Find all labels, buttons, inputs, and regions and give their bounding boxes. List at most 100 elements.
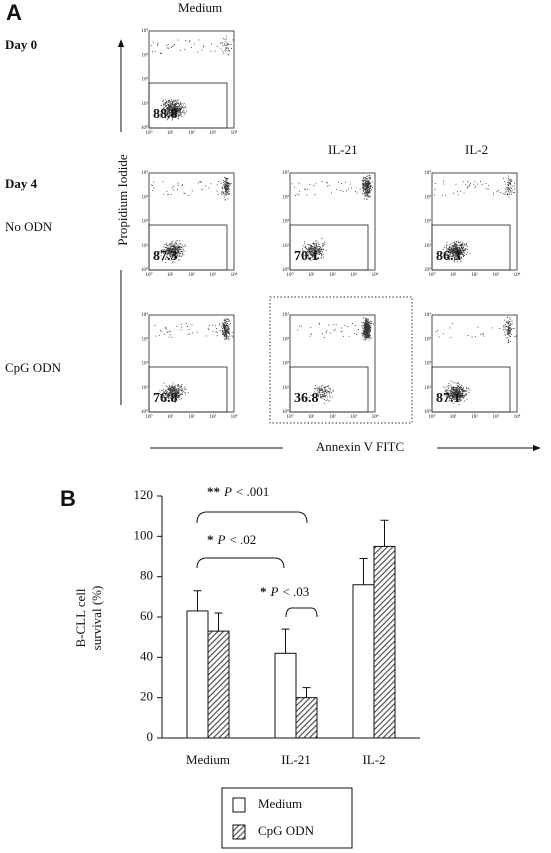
cell-dot	[513, 328, 515, 329]
cell-dot	[225, 331, 226, 333]
cell-dot	[178, 115, 179, 117]
bar	[373, 545, 396, 739]
cell-dot	[215, 325, 217, 327]
cell-dot	[460, 397, 462, 398]
cell-dot	[351, 187, 352, 189]
cell-dot	[309, 247, 311, 249]
cell-dot	[224, 190, 226, 192]
cell-dot	[451, 387, 453, 388]
cell-dot	[451, 323, 453, 324]
cell-dot	[162, 99, 164, 101]
cell-dot	[222, 330, 224, 332]
cell-dot	[312, 252, 314, 253]
cell-dot	[453, 254, 455, 256]
cell-dot	[364, 325, 366, 327]
cell-dot	[370, 177, 372, 179]
cell-dot	[180, 114, 182, 116]
cell-dot	[367, 326, 369, 328]
cell-dot	[167, 397, 169, 398]
cell-dot	[170, 108, 172, 110]
cell-dot	[504, 332, 506, 333]
cell-dot	[507, 333, 509, 335]
cell-dot	[176, 394, 178, 396]
cell-dot	[317, 251, 319, 252]
cell-dot	[173, 108, 175, 110]
cell-dot	[173, 398, 175, 399]
cell-dot	[510, 323, 512, 325]
cell-dot	[454, 256, 456, 258]
cell-dot	[309, 244, 311, 246]
cell-dot	[172, 240, 173, 242]
cell-dot	[177, 184, 179, 186]
cell-dot	[504, 180, 505, 182]
axis-decade: 10¹	[167, 414, 174, 420]
cell-dot	[222, 325, 224, 327]
cell-dot	[509, 327, 511, 329]
cell-dot	[364, 192, 365, 194]
cell-dot	[173, 243, 175, 245]
cell-dot	[367, 331, 369, 333]
axis-decade: 10¹	[283, 385, 290, 391]
cell-dot	[366, 333, 367, 335]
cell-dot	[221, 188, 223, 189]
cell-dot	[460, 257, 462, 259]
cell-dot	[454, 261, 455, 263]
cell-dot	[179, 242, 181, 244]
cell-dot	[453, 397, 455, 398]
cell-dot	[171, 255, 173, 257]
cell-dot	[305, 248, 307, 250]
y-axis-label: B-CLL cell	[73, 588, 88, 647]
cell-dot	[220, 192, 222, 194]
cell-dot	[153, 187, 155, 189]
cell-dot	[434, 188, 436, 190]
cell-dot	[442, 333, 444, 335]
cell-dot	[459, 390, 460, 392]
cell-dot	[506, 325, 507, 327]
cell-dot	[452, 388, 454, 389]
cell-dot	[308, 251, 310, 252]
cell-dot	[168, 100, 170, 102]
cell-dot	[174, 397, 176, 399]
cell-dot	[170, 387, 172, 389]
cell-dot	[228, 190, 230, 192]
cell-dot	[175, 394, 176, 395]
cell-dot	[506, 186, 508, 188]
cell-dot	[314, 248, 316, 249]
cell-dot	[307, 252, 309, 254]
cell-dot	[449, 254, 450, 256]
cell-dot	[509, 182, 510, 184]
cell-dot	[164, 399, 166, 401]
axis-decade: 10²	[142, 77, 149, 83]
cell-dot	[318, 244, 320, 246]
cell-dot	[459, 254, 461, 256]
cell-dot	[310, 260, 312, 261]
cell-dot	[369, 335, 371, 336]
cell-dot	[222, 322, 224, 324]
cell-dot	[452, 246, 454, 248]
cell-dot	[315, 252, 317, 254]
cell-dot	[224, 338, 226, 340]
cell-dot	[316, 251, 318, 252]
cell-dot	[226, 188, 228, 190]
cell-dot	[175, 108, 177, 110]
cell-dot	[226, 50, 228, 51]
cell-dot	[175, 103, 176, 105]
cell-dot	[226, 337, 228, 338]
cell-dot	[460, 387, 462, 389]
cell-dot	[315, 249, 317, 251]
cell-dot	[164, 114, 166, 116]
cell-dot	[169, 334, 171, 336]
cell-dot	[493, 192, 494, 194]
cell-dot	[313, 253, 315, 255]
cell-dot	[458, 249, 460, 251]
cell-dot	[315, 245, 317, 247]
cell-dot	[175, 104, 177, 105]
cell-dot	[184, 106, 186, 108]
cell-dot	[173, 395, 175, 397]
cell-dot	[171, 387, 173, 388]
cell-dot	[475, 335, 476, 337]
cell-dot	[459, 399, 461, 401]
cell-dot	[463, 244, 465, 245]
cell-dot	[167, 257, 169, 259]
cell-dot	[514, 182, 515, 184]
